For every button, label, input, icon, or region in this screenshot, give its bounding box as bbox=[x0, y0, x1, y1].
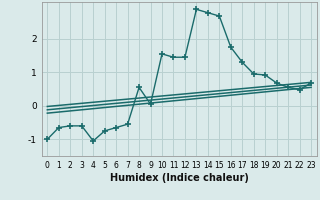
X-axis label: Humidex (Indice chaleur): Humidex (Indice chaleur) bbox=[110, 173, 249, 183]
